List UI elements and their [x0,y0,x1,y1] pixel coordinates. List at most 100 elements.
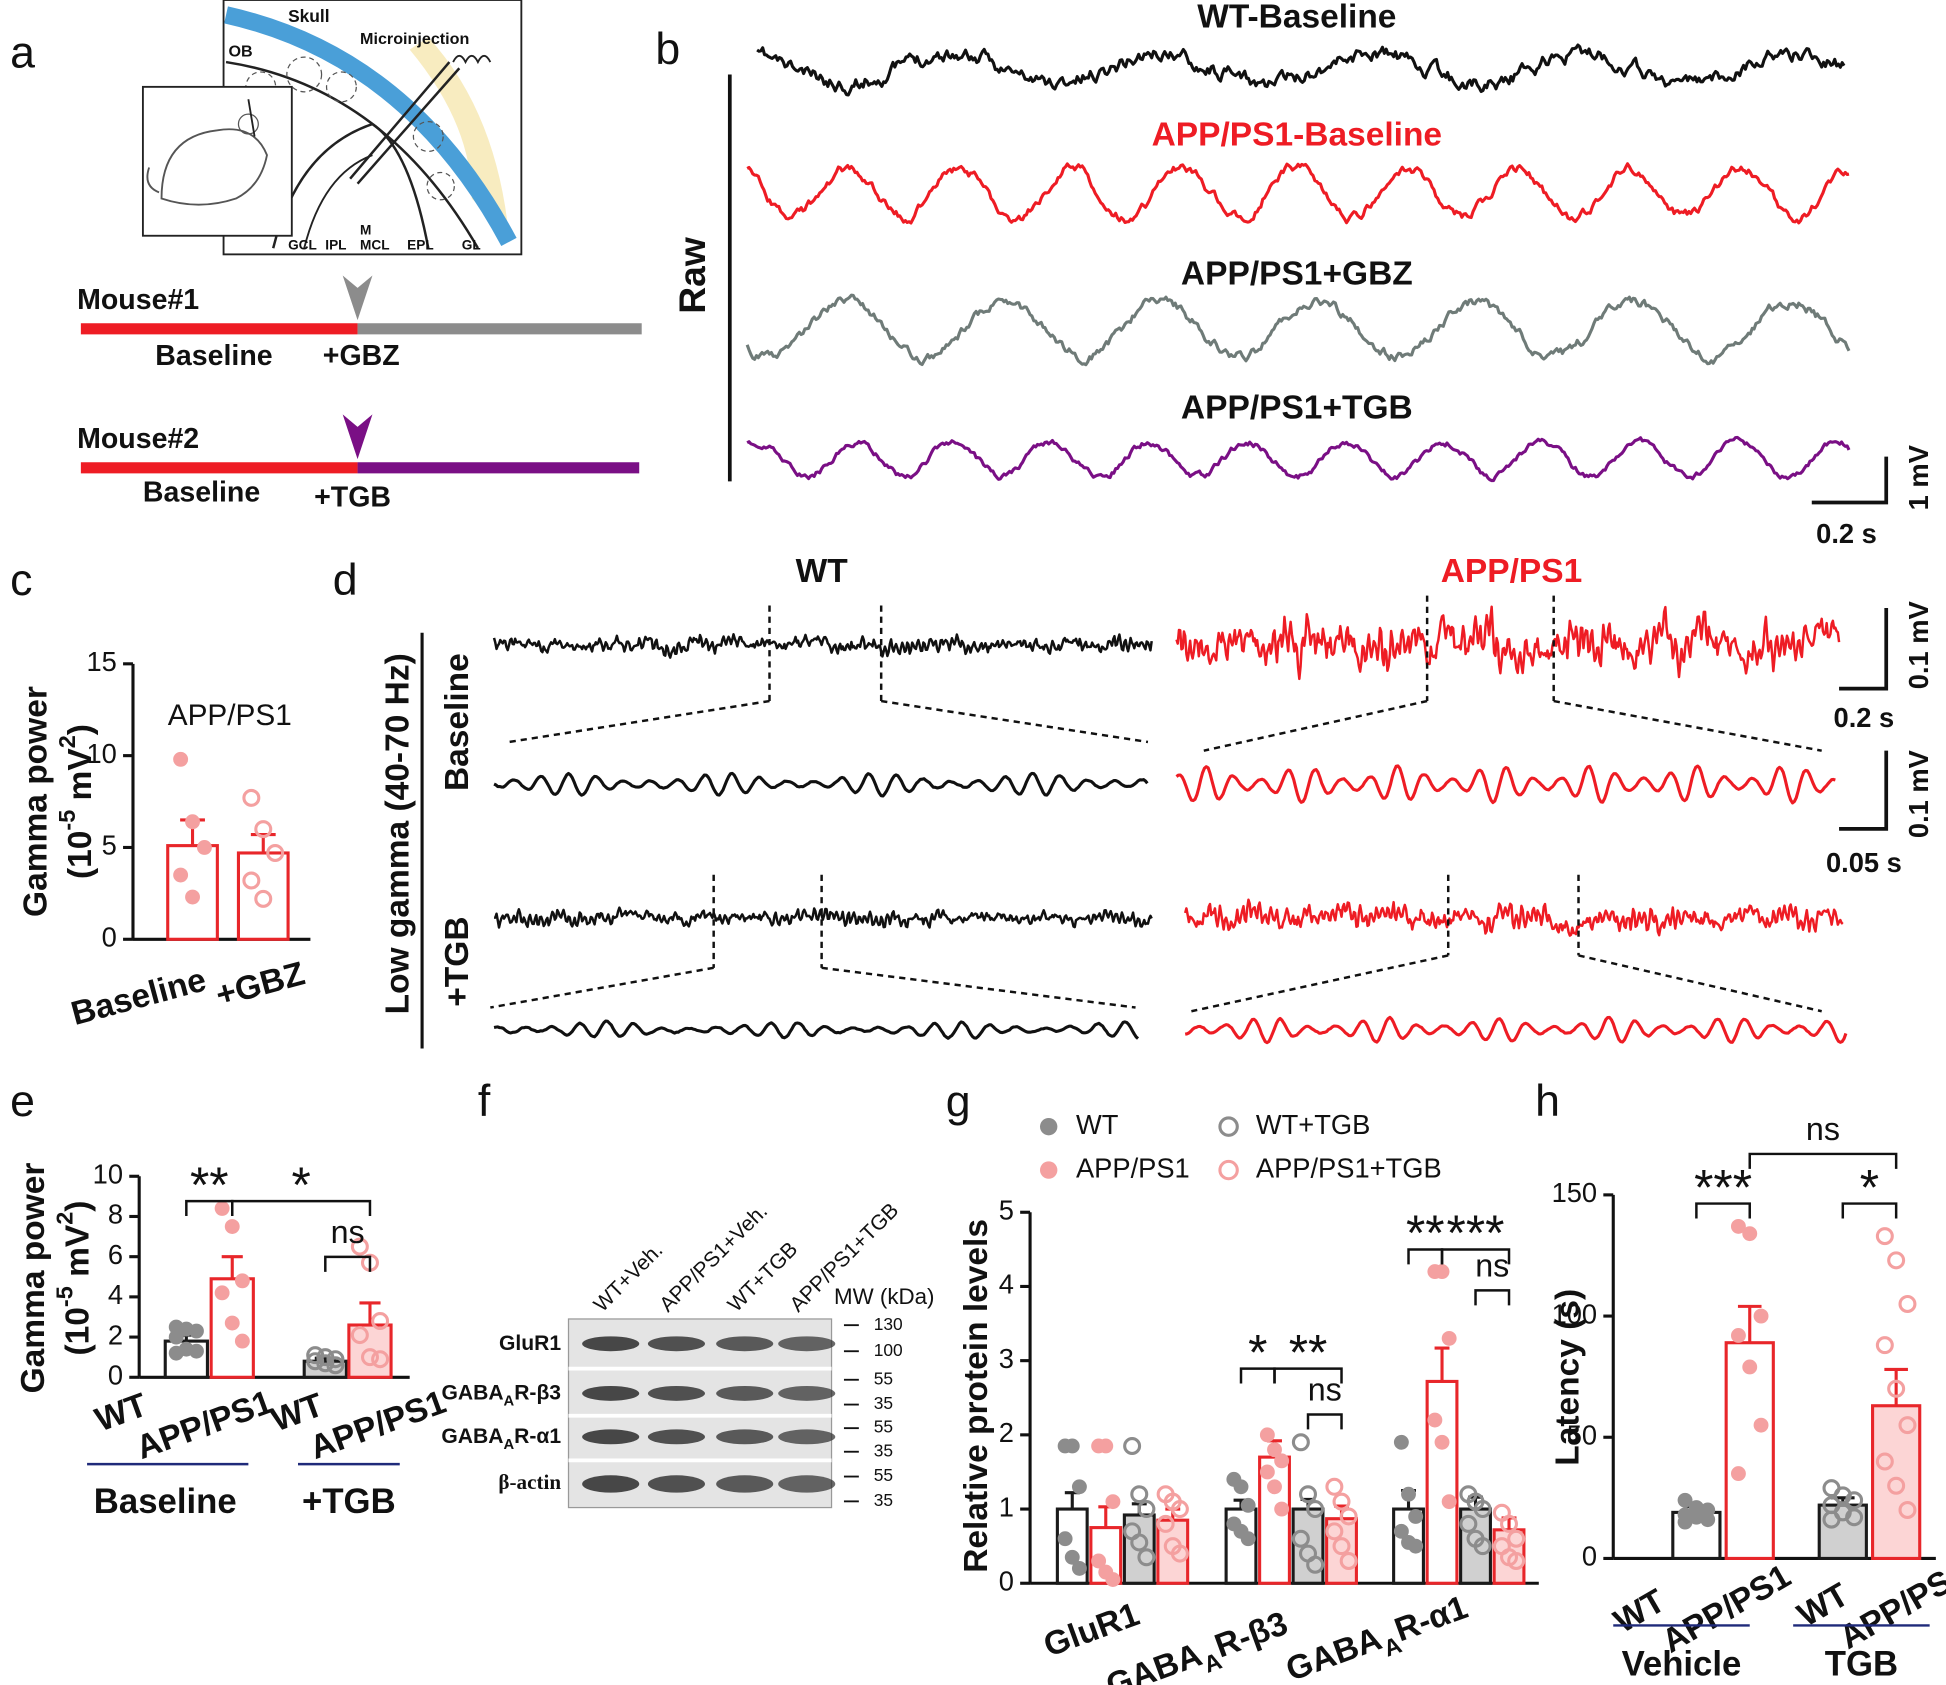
data-point [1332,1537,1351,1556]
data-point [1274,1501,1290,1517]
y-tick-label: 10 [93,1158,123,1189]
band [716,1385,774,1401]
scale-label: 0.2 s [1834,702,1895,733]
band [716,1429,774,1445]
data-point [224,1315,240,1331]
sig-bracket [1748,1152,1898,1169]
scale-label: 0.05 s [1826,847,1902,878]
sig-label: * [1248,1324,1267,1380]
y-tick-label: 3 [999,1343,1014,1374]
marker-label: 35 [874,1393,893,1413]
error-bar [359,1301,381,1326]
text-part: R-β3 [514,1381,561,1404]
row-title: +TGB [439,916,476,1006]
text-part: GABA [441,1424,503,1447]
arrow [342,275,373,321]
data-point [1507,1529,1526,1548]
y-tick-label: 150 [1552,1177,1598,1208]
legend-label: WT+TGB [1256,1109,1370,1140]
marker-label: 55 [874,1465,893,1485]
bar [1425,1379,1459,1585]
text-part: (10 [59,1307,96,1355]
x-tick-label: Baseline [67,962,210,1033]
sig-bracket [1695,1202,1751,1219]
y-axis-label: Relative protein levels [958,1219,995,1573]
sig-bracket [231,1199,372,1216]
sig-label: * [291,1157,310,1213]
band-label: GluR1 [499,1331,561,1354]
trace [1175,605,1841,681]
band [778,1336,836,1352]
data-point [1730,1328,1746,1343]
data-point [1753,1417,1769,1433]
band [647,1385,705,1401]
marker-label: 100 [874,1340,903,1360]
layer-label: IPL [325,237,346,252]
sig-label: *** [1447,1205,1505,1261]
text-part: GluR1 [499,1331,561,1354]
data-point [1130,1485,1149,1504]
panel-label: g [946,1077,971,1126]
legend-label: APP/PS1+TGB [1256,1152,1442,1183]
legend-marker [1040,1161,1058,1179]
data-point [1875,1227,1894,1246]
annotation: APP/PS1 [168,699,292,732]
panel-label: h [1535,1077,1560,1126]
marker-label: 130 [874,1314,903,1334]
data-point [1898,1294,1917,1313]
data-point [1137,1548,1156,1567]
data-point [1130,1533,1149,1552]
y-title: Low gamma (40-70 Hz) [380,653,417,1014]
data-point [1306,1555,1325,1574]
sig-label: * [1860,1159,1879,1215]
data-point [1170,1500,1189,1519]
data-point [1064,1438,1080,1454]
label: Mouse#1 [77,284,199,316]
data-point [254,820,273,839]
sig-label: ns [331,1214,365,1250]
column-title: APP/PS1 [1441,553,1583,590]
data-point [1274,1453,1290,1469]
data-point [1259,1427,1275,1443]
layer-label: EPL [407,237,434,252]
data-point [214,1285,230,1301]
layer-label: GCL [288,237,317,252]
implant [247,99,256,137]
text-part: GluR1 [1039,1596,1144,1665]
text-part: β-actin [498,1470,561,1494]
legend-label: APP/PS1 [1076,1152,1190,1183]
data-point [242,788,261,807]
sig-label: ** [1289,1324,1328,1380]
zoom-guide [1578,954,1822,1013]
data-point [173,867,189,883]
band [716,1475,774,1493]
trace [1175,764,1836,805]
trace [493,771,1149,798]
data-point [371,1312,390,1330]
y-axis-label: Gamma power [15,1163,52,1394]
data-point [1267,1442,1282,1458]
x-tick-label: GABAAR-α1 [1281,1589,1475,1685]
zoom-guide [490,966,714,1009]
text-part: mV [59,1224,96,1286]
data-point [306,1352,325,1371]
text-part: GABA [1101,1636,1206,1685]
y-tick-label: 0 [108,1359,123,1390]
y-tick-label: 0 [999,1565,1014,1596]
data-point [1325,1522,1344,1541]
data-point [1677,1492,1693,1508]
data-point [1742,1359,1758,1375]
y-tick-label: 100 [1552,1298,1598,1329]
y-tick-label: 1 [999,1491,1014,1522]
data-point [1259,1464,1275,1480]
data-point [1898,1500,1917,1519]
data-point [168,1345,184,1361]
data-point [185,814,200,830]
y-tick-label: 6 [108,1239,123,1270]
data-point [1730,1218,1746,1234]
data-point [1105,1572,1121,1587]
data-point [1753,1308,1769,1324]
marker-label: 55 [874,1417,893,1437]
y-tick-label: 5 [999,1194,1014,1225]
data-point [1441,1330,1457,1346]
